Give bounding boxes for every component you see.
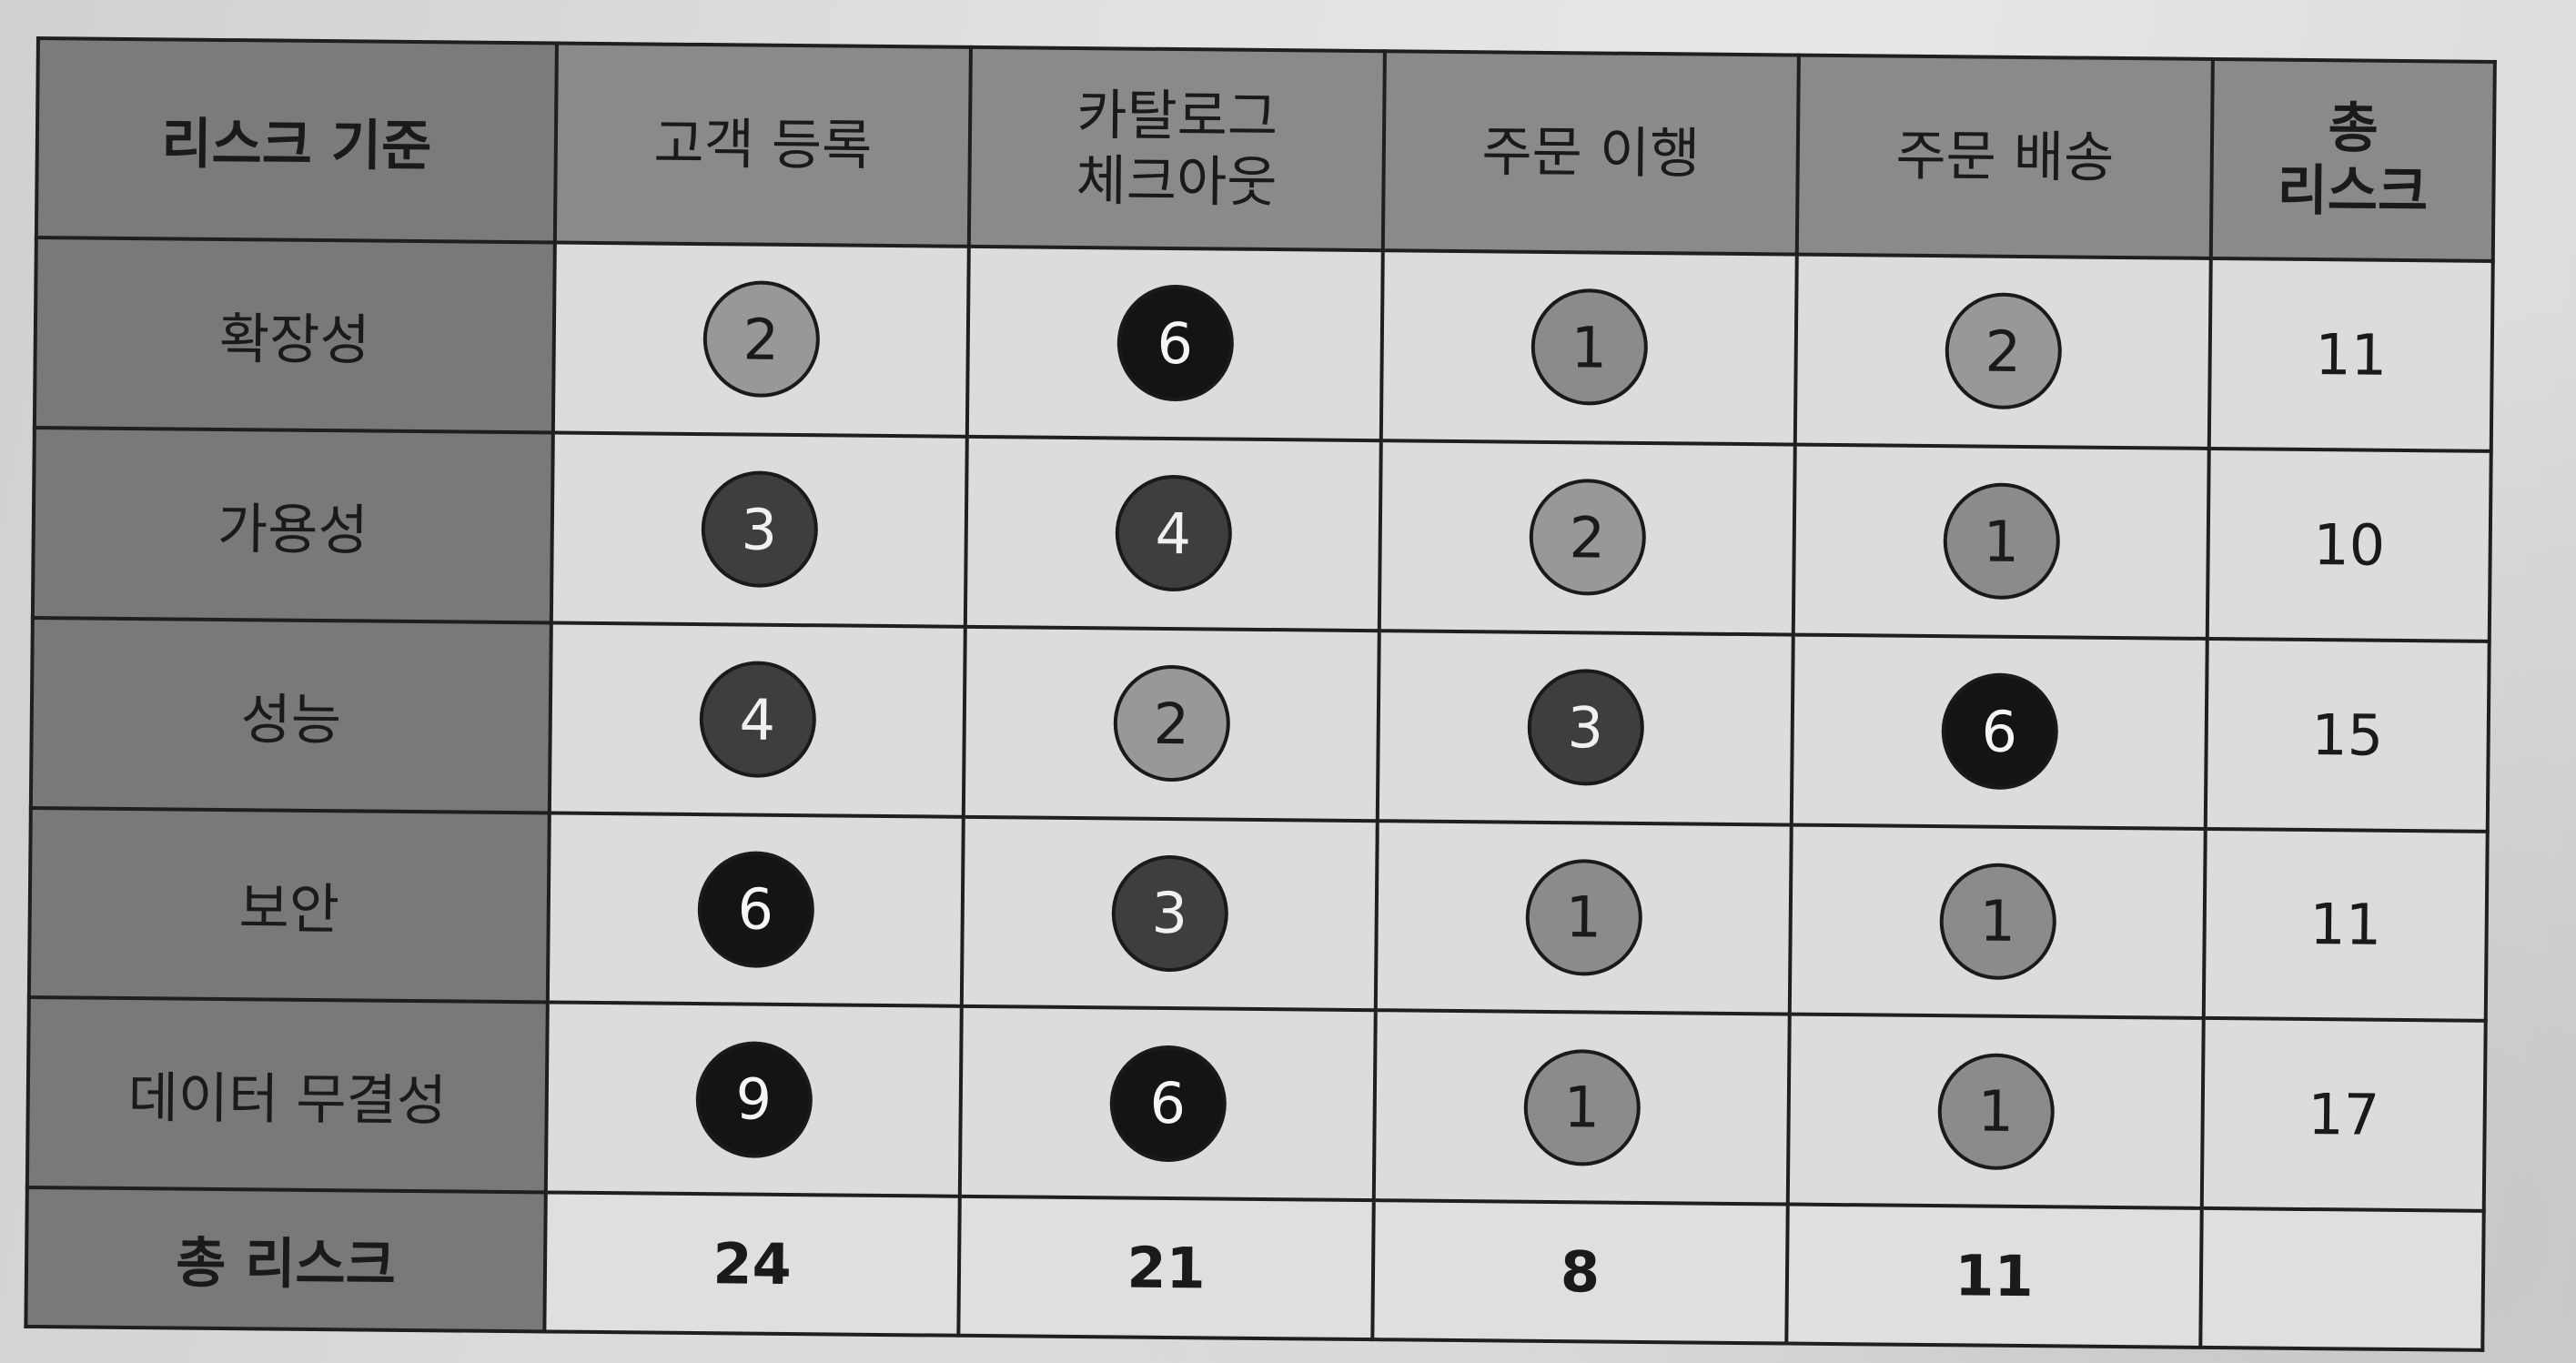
column-header: 카탈로그 체크아웃 [968, 46, 1385, 251]
total-row-label: 총 리스크 [25, 1187, 546, 1332]
column-header: 주문 이행 [1382, 51, 1799, 255]
header-row: 리스크 기준 고객 등록 카탈로그 체크아웃 주문 이행 주문 배송 총 리스크 [35, 38, 2495, 261]
grand-total-cell [2200, 1208, 2484, 1350]
row-label: 성능 [30, 617, 551, 813]
risk-score-circle: 2 [1944, 292, 2062, 410]
risk-cell: 1 [1373, 1010, 1790, 1205]
risk-score-circle: 1 [1524, 858, 1642, 976]
column-total: 24 [544, 1192, 960, 1336]
risk-score-circle: 3 [1526, 668, 1644, 787]
table-row: 확장성 2 6 1 2 11 [34, 237, 2493, 451]
risk-score-circle: 6 [1940, 672, 2058, 791]
risk-cell: 4 [965, 436, 1381, 631]
risk-cell: 6 [1791, 634, 2207, 829]
risk-cell: 2 [1794, 254, 2211, 449]
risk-cell: 2 [963, 626, 1379, 821]
column-header-line1: 고객 등록 [653, 112, 873, 178]
risk-cell: 6 [959, 1006, 1376, 1201]
row-label: 확장성 [34, 237, 555, 433]
column-header-line2: 체크아웃 [1076, 148, 1278, 215]
column-total: 8 [1372, 1200, 1788, 1344]
risk-score-circle: 1 [1936, 1052, 2055, 1171]
column-header-line1: 주문 이행 [1481, 119, 1701, 187]
risk-cell: 2 [552, 242, 969, 437]
risk-score-circle: 3 [700, 470, 818, 589]
risk-score-circle: 9 [694, 1040, 813, 1158]
risk-score-circle: 2 [702, 280, 820, 399]
risk-score-circle: 2 [1528, 479, 1646, 597]
risk-cell: 1 [1787, 1014, 2204, 1209]
risk-score-circle: 6 [1108, 1045, 1227, 1163]
row-label: 보안 [28, 807, 550, 1003]
table-row: 성능 4 2 3 6 15 [30, 617, 2490, 832]
risk-score-circle: 4 [698, 661, 816, 779]
risk-cell: 2 [1379, 440, 1795, 635]
table-row: 보안 6 3 1 1 11 [28, 807, 2488, 1022]
row-total: 15 [2205, 638, 2490, 832]
risk-cell: 6 [966, 246, 1383, 441]
total-risk-header: 총 리스크 [2210, 58, 2495, 261]
total-header-line1: 총 [2328, 96, 2379, 161]
column-total: 11 [1786, 1204, 2202, 1348]
risk-score-circle: 3 [1110, 854, 1228, 973]
row-total: 10 [2207, 448, 2491, 641]
row-label: 가용성 [32, 427, 553, 623]
risk-score-circle: 1 [1942, 482, 2060, 601]
risk-matrix-table: 리스크 기준 고객 등록 카탈로그 체크아웃 주문 이행 주문 배송 총 리스크… [24, 36, 2497, 1352]
risk-cell: 9 [545, 1002, 962, 1196]
column-header: 고객 등록 [554, 43, 971, 247]
risk-cell: 1 [1793, 444, 2209, 639]
risk-cell: 3 [551, 432, 967, 627]
row-total: 11 [2208, 257, 2493, 451]
risk-cell: 1 [1375, 820, 1792, 1015]
corner-header: 리스크 기준 [35, 38, 557, 243]
risk-score-circle: 1 [1938, 863, 2056, 981]
risk-cell: 3 [961, 816, 1378, 1011]
risk-cell: 3 [1377, 630, 1793, 825]
risk-score-circle: 1 [1522, 1048, 1641, 1166]
table-row: 가용성 3 4 2 1 10 [32, 427, 2491, 641]
total-row: 총 리스크 24 21 8 11 [25, 1187, 2484, 1350]
risk-cell: 4 [549, 622, 965, 817]
row-total: 17 [2201, 1018, 2486, 1212]
column-header: 주문 배송 [1796, 55, 2213, 258]
risk-cell: 6 [547, 812, 964, 1007]
risk-cell: 1 [1380, 250, 1797, 445]
row-label: 데이터 무결성 [26, 997, 548, 1193]
column-total: 21 [958, 1196, 1374, 1340]
column-header-line1: 카탈로그 [1076, 83, 1278, 149]
total-header-line2: 리스크 [2277, 158, 2429, 224]
row-total: 11 [2203, 828, 2488, 1022]
risk-score-circle: 2 [1112, 664, 1230, 782]
column-header-line1: 주문 배송 [1895, 124, 2115, 190]
risk-cell: 1 [1789, 824, 2206, 1019]
risk-score-circle: 1 [1530, 288, 1648, 407]
risk-score-circle: 4 [1114, 474, 1232, 592]
table-row: 데이터 무결성 9 6 1 1 17 [26, 997, 2486, 1212]
risk-score-circle: 6 [696, 850, 814, 969]
risk-score-circle: 6 [1116, 284, 1234, 403]
